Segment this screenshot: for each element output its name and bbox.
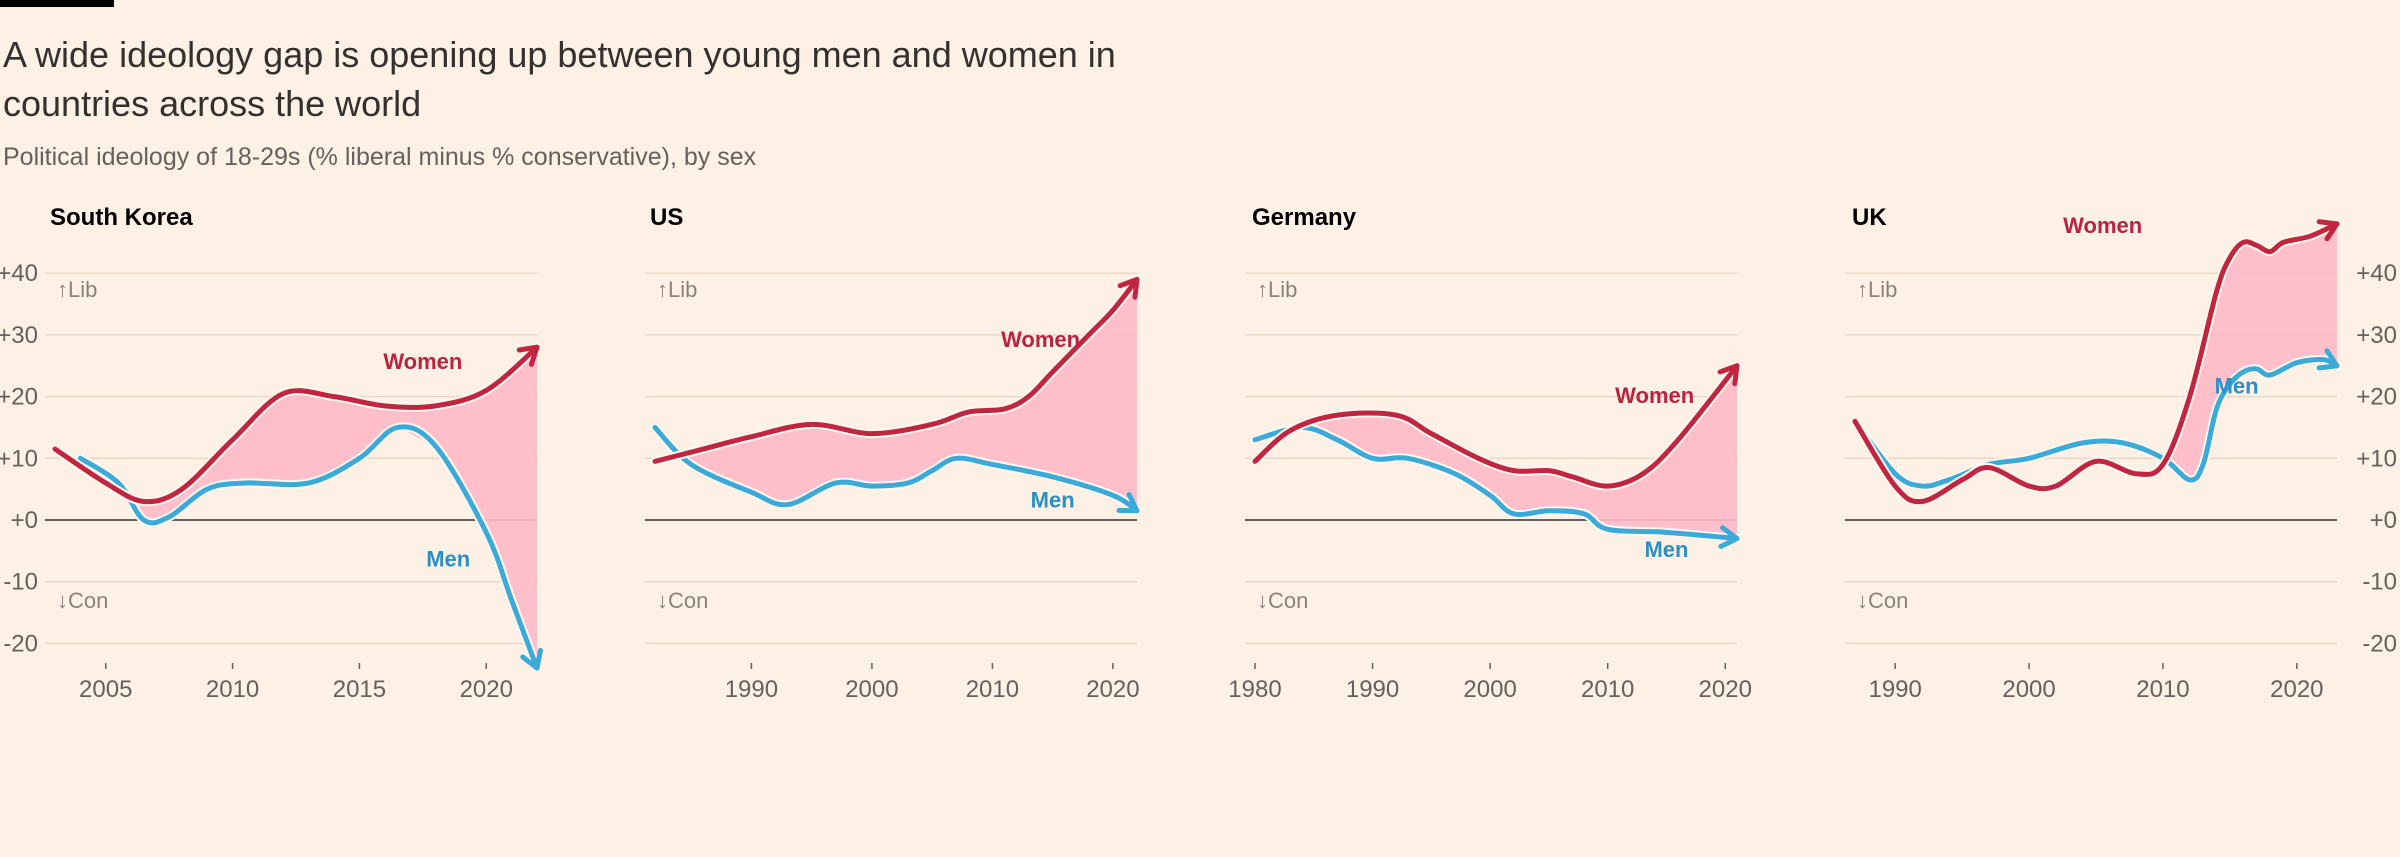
con-annotation: ↓Con	[1257, 588, 1308, 613]
con-annotation: ↓Con	[57, 588, 108, 613]
panel-title: South Korea	[50, 204, 193, 231]
men-label: Men	[1644, 537, 1688, 562]
men-line	[652, 424, 1140, 514]
y-tick-label: +40	[2356, 260, 2397, 287]
lib-annotation: ↑Lib	[657, 277, 697, 302]
y-tick-label: +30	[2356, 322, 2397, 349]
x-tick-label: 1990	[725, 676, 778, 703]
men-label: Men	[2215, 374, 2259, 399]
y-tick-label: +30	[0, 322, 38, 349]
gap-fill-area	[1255, 365, 1737, 539]
chart-subtitle: Political ideology of 18-29s (% liberal …	[3, 143, 757, 171]
y-tick-label: +10	[2356, 445, 2397, 472]
men-arrow-icon	[1116, 492, 1140, 514]
x-tick-label: 2010	[2136, 676, 2189, 703]
women-line	[52, 344, 540, 505]
x-tick-label: 2020	[2270, 676, 2323, 703]
women-arrow-icon	[1117, 276, 1140, 300]
women-line	[1252, 363, 1740, 489]
x-tick-label: 2020	[1086, 676, 1139, 703]
panel-germany: Germany ↑Lib ↓Con 1980 1990 2000 2010 2020 Women…	[1228, 204, 1752, 703]
panel-uk: UK +40 +30 +20 +10 +0 -10 -20 ↑Lib ↓Con 1990 2000 20…	[1845, 204, 2397, 703]
panel-south-korea: South Korea +40 +30 +20 +10 +0 -10 -20 ↑Lib ↓Con 2…	[0, 204, 543, 703]
men-line	[77, 424, 540, 671]
con-annotation: ↓Con	[657, 588, 708, 613]
women-arrow-icon	[516, 344, 540, 367]
men-arrow-icon	[520, 647, 543, 671]
y-tick-label: +20	[0, 384, 38, 411]
panel-title: US	[650, 204, 683, 231]
y-tick-label: +0	[11, 507, 38, 534]
women-label: Women	[383, 349, 462, 374]
y-tick-label: +40	[0, 260, 38, 287]
con-annotation: ↓Con	[1857, 588, 1908, 613]
men-line-halo	[1850, 354, 2342, 491]
gap-fill-area	[655, 279, 1137, 511]
y-tick-label: -20	[2362, 630, 2397, 657]
y-tick-label: -20	[3, 630, 38, 657]
men-line	[1852, 356, 2340, 489]
x-tick-label: 1980	[1228, 676, 1281, 703]
x-tick-label: 2010	[206, 676, 259, 703]
lib-annotation: ↑Lib	[1857, 277, 1897, 302]
x-tick-label: 2015	[333, 676, 386, 703]
x-tick-label: 2000	[845, 676, 898, 703]
y-tick-label: -10	[3, 569, 38, 596]
x-tick-label: 2000	[1463, 676, 1516, 703]
gap-fill-area	[80, 347, 538, 669]
x-tick-label: 1990	[1346, 676, 1399, 703]
x-tick-label: 2010	[1581, 676, 1634, 703]
brand-bar	[0, 0, 114, 7]
x-tick-label: 1990	[1868, 676, 1921, 703]
x-tick-label: 2010	[966, 676, 1019, 703]
y-tick-label: -10	[2362, 569, 2397, 596]
women-label: Women	[2063, 213, 2142, 238]
x-tick-label: 2005	[79, 676, 132, 703]
x-tick-label: 2000	[2002, 676, 2055, 703]
panel-title: UK	[1852, 204, 1887, 231]
women-arrow-icon	[2316, 219, 2340, 242]
lib-annotation: ↑Lib	[1257, 277, 1297, 302]
panel-us: US ↑Lib ↓Con 1990 2000 2010 2020 Women Men	[645, 204, 1142, 703]
x-tick-label: 2020	[460, 676, 513, 703]
y-tick-label: +0	[2370, 507, 2397, 534]
men-label: Men	[1031, 488, 1075, 513]
men-arrow-icon	[2316, 348, 2340, 371]
women-arrow-icon	[1717, 363, 1740, 387]
women-line	[652, 276, 1140, 464]
women-label: Women	[1615, 383, 1694, 408]
lib-annotation: ↑Lib	[57, 277, 97, 302]
y-tick-label: +10	[0, 445, 38, 472]
x-tick-label: 2020	[1699, 676, 1752, 703]
panel-title: Germany	[1252, 204, 1357, 231]
women-label: Women	[1001, 327, 1080, 352]
men-line	[1252, 424, 1740, 542]
women-line	[1852, 221, 2340, 505]
gap-fill-area	[1855, 223, 2337, 486]
men-label: Men	[426, 546, 470, 571]
men-arrow-icon	[1718, 525, 1740, 550]
chart-title: A wide ideology gap is opening up betwee…	[3, 34, 1116, 124]
y-tick-label: +20	[2356, 384, 2397, 411]
